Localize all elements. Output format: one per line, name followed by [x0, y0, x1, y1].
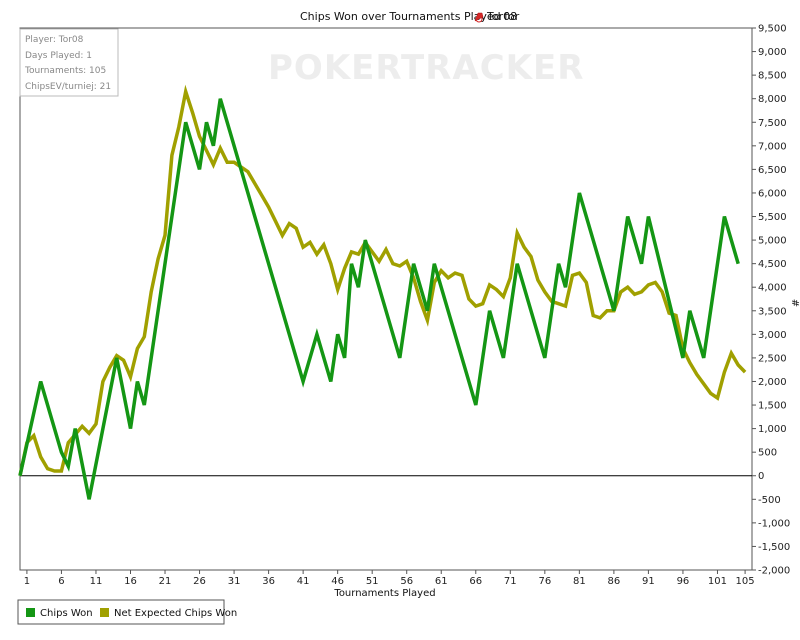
y-tick-label: 5,000: [758, 236, 787, 247]
y-tick-label: 500: [758, 448, 777, 459]
y-tick-label: 9,500: [758, 24, 787, 35]
x-tick-label: 96: [677, 576, 690, 587]
y-tick-label: 6,500: [758, 165, 787, 176]
x-tick-label: 16: [124, 576, 137, 587]
legend[interactable]: Chips Won Net Expected Chips Won: [17, 599, 237, 625]
y-tick-label: 2,500: [758, 353, 787, 364]
x-tick-label: 1: [24, 576, 30, 587]
chart-title: Chips Won over Tournaments Played for: [300, 10, 520, 23]
y-tick-label: 9,000: [758, 47, 787, 58]
y-tick-label: -1,000: [758, 518, 790, 529]
y-tick-label: 1,000: [758, 424, 787, 435]
x-tick-label: 31: [228, 576, 241, 587]
x-tick-label: 56: [400, 576, 413, 587]
y-tick-label: 4,500: [758, 259, 787, 270]
y-tick-label: 4,000: [758, 283, 787, 294]
y-tick-label: 7,500: [758, 118, 787, 129]
x-tick-label: 91: [642, 576, 655, 587]
y-tick-label: 8,000: [758, 94, 787, 105]
info-days-played: Days Played: 1: [25, 51, 92, 61]
y-axis: -2,000 -1,500 -1,000 -500 0 500 1,000 1,500 2,00…: [752, 24, 790, 577]
y-axis-label: #: [789, 299, 800, 307]
x-axis-label: Tournaments Played: [333, 588, 435, 599]
x-tick-label: 76: [538, 576, 551, 587]
legend-swatch-chips-won: [26, 608, 35, 617]
x-tick-label: 105: [736, 576, 755, 587]
y-tick-label: 3,500: [758, 306, 787, 317]
y-tick-label: 8,500: [758, 71, 787, 82]
pokerstars-logo-icon: [474, 12, 484, 23]
y-tick-label: 1,500: [758, 401, 787, 412]
y-tick-label: -1,500: [758, 542, 790, 553]
x-tick-label: 46: [331, 576, 344, 587]
y-tick-label: -2,000: [758, 566, 790, 577]
series-line-net-expected: [18, 84, 747, 477]
info-box: Player: Tor08 Days Played: 1 Tournaments…: [19, 28, 119, 97]
x-tick-label: 36: [262, 576, 275, 587]
x-tick-label: 11: [90, 576, 103, 587]
y-tick-label: 5,500: [758, 212, 787, 223]
x-tick-label: 66: [469, 576, 482, 587]
legend-label-net-expected: Net Expected Chips Won: [114, 608, 237, 619]
plot-area: [19, 27, 753, 571]
x-tick-label: 21: [159, 576, 172, 587]
series-layer: [18, 84, 747, 500]
info-chipsev: ChipsEV/turniej: 21: [25, 82, 111, 92]
info-player: Player: Tor08: [25, 35, 84, 45]
x-tick-label: 41: [297, 576, 310, 587]
x-axis: 1 6 11 16 21 26 31 36 41 46 51 56 61 66 71 76 81 86 91 96 10…: [24, 570, 755, 587]
x-tick-label: 71: [504, 576, 517, 587]
x-tick-label: 86: [608, 576, 621, 587]
info-tournaments: Tournaments: 105: [24, 66, 106, 76]
y-tick-label: 3,000: [758, 330, 787, 341]
y-tick-label: -500: [758, 495, 781, 506]
pokertracker-watermark: POKERTRACKER: [268, 48, 584, 88]
x-tick-label: 51: [366, 576, 379, 587]
legend-swatch-net-expected: [100, 608, 109, 617]
x-tick-label: 61: [435, 576, 448, 587]
chart-title-player: Tor08: [486, 10, 517, 23]
y-tick-label: 0: [758, 471, 764, 482]
x-tick-label: 6: [58, 576, 64, 587]
y-tick-label: 6,000: [758, 188, 787, 199]
series-line-chips-won: [18, 98, 740, 500]
x-tick-label: 26: [193, 576, 206, 587]
legend-label-chips-won: Chips Won: [40, 608, 93, 619]
x-tick-label: 101: [708, 576, 727, 587]
y-tick-label: 2,000: [758, 377, 787, 388]
y-tick-label: 7,000: [758, 141, 787, 152]
x-tick-label: 81: [573, 576, 586, 587]
